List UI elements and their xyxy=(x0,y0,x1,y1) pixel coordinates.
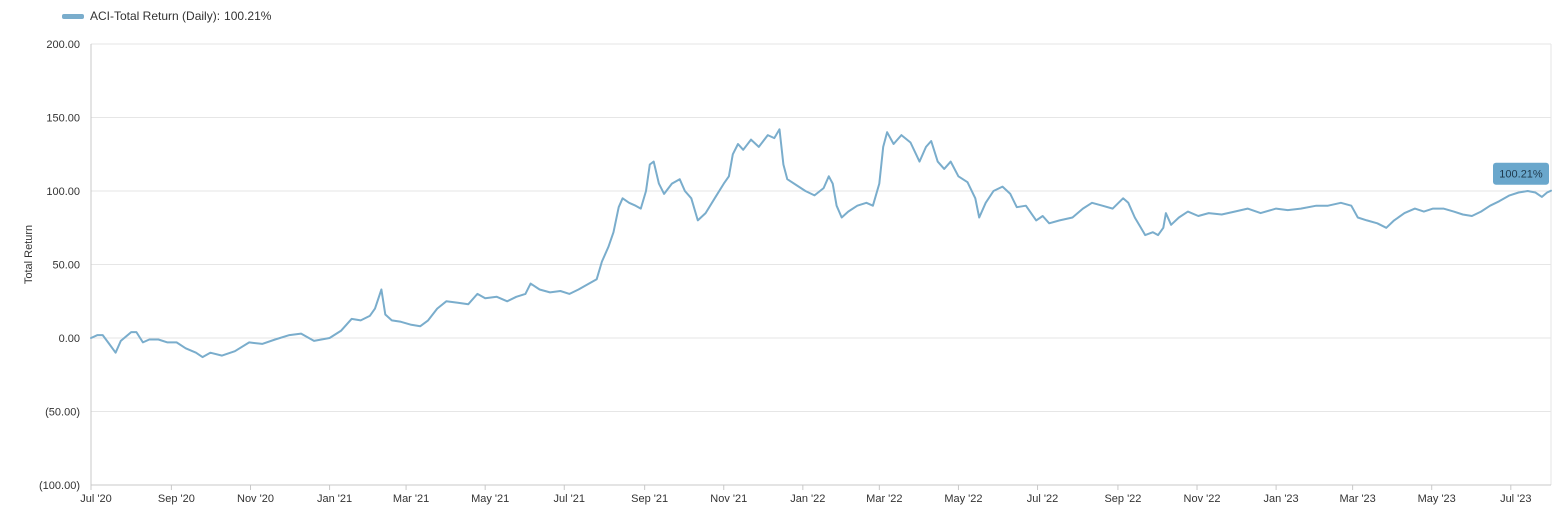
y-tick-labels: (100.00) (50.00) 0.00 50.00 100.00 150.00 200.… xyxy=(39,39,80,492)
last-value-badge-text: 100.21% xyxy=(1499,169,1543,181)
y-tick-label: 200.00 xyxy=(46,39,80,51)
legend-separator: : xyxy=(216,9,221,23)
legend-last-value: 100.21% xyxy=(224,9,272,23)
x-tick-label: Mar '23 xyxy=(1339,493,1375,505)
x-tick-label: Jan '22 xyxy=(790,493,825,505)
y-tick-label: 150.00 xyxy=(46,113,80,125)
y-tick-label: (50.00) xyxy=(45,407,80,419)
x-tick-label: Jul '22 xyxy=(1027,493,1058,505)
x-tick-label: Jul '23 xyxy=(1500,493,1531,505)
y-tick-label: 100.00 xyxy=(46,186,80,198)
x-tick-label: Jul '20 xyxy=(80,493,111,505)
last-value-badge-box xyxy=(1493,162,1549,185)
x-tick-label: Sep '22 xyxy=(1104,493,1141,505)
x-tick-label: May '23 xyxy=(1418,493,1456,505)
x-tick-label: Nov '22 xyxy=(1184,493,1221,505)
x-tick-label: Nov '21 xyxy=(710,493,747,505)
chart-legend[interactable]: ACI-Total Return (Daily) : 100.21% xyxy=(62,9,271,23)
x-tick-labels: Jul '20 Sep '20 Nov '20 Jan '21 Mar '21 May '… xyxy=(80,485,1532,505)
legend-swatch xyxy=(62,13,84,19)
x-tick-label: May '22 xyxy=(944,493,982,505)
y-tick-label: (100.00) xyxy=(39,480,80,492)
x-tick-label: Mar '22 xyxy=(866,493,902,505)
legend-series-name: ACI-Total Return (Daily) xyxy=(90,9,217,23)
axes xyxy=(90,44,1551,486)
x-tick-label: Sep '21 xyxy=(631,493,668,505)
x-tick-label: Jul '21 xyxy=(554,493,585,505)
last-value-badge: 100.21% xyxy=(1493,162,1549,185)
x-tick-label: Sep '20 xyxy=(158,493,195,505)
x-tick-label: Nov '20 xyxy=(237,493,274,505)
x-tick-label: Mar '21 xyxy=(393,493,429,505)
y-axis-title: Total Return xyxy=(23,225,35,284)
x-tick-label: Jan '21 xyxy=(317,493,352,505)
series-line[interactable] xyxy=(90,128,1552,359)
y-tick-label: 50.00 xyxy=(52,260,80,272)
series-layer xyxy=(90,128,1552,359)
y-tick-label: 0.00 xyxy=(59,333,80,345)
x-tick-label: May '21 xyxy=(471,493,509,505)
grid-lines xyxy=(91,43,1552,486)
x-tick-label: Jan '23 xyxy=(1264,493,1299,505)
